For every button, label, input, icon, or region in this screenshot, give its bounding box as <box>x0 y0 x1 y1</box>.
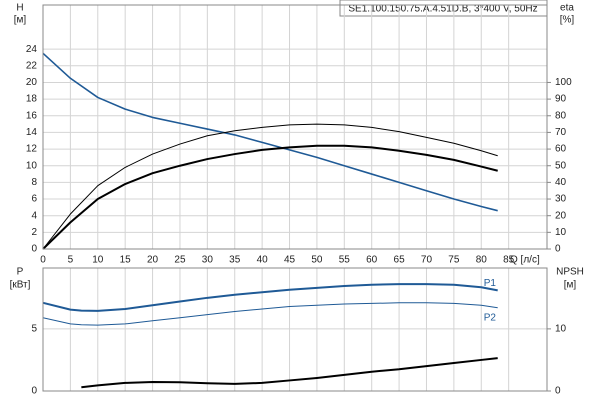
y-tick-label: 14 <box>26 127 38 138</box>
x-tick-label: 30 <box>202 255 214 266</box>
y2-tick-label: 90 <box>555 94 567 105</box>
curve <box>42 52 498 212</box>
plot-frame <box>42 4 548 250</box>
chart-title: SE1.100.150.75.A.4.51D.B, 3*400 V, 50Hz <box>348 4 537 15</box>
curve <box>81 357 498 389</box>
curve <box>42 302 498 326</box>
y-tick-label: 5 <box>31 324 37 335</box>
y-tick-label: 0 <box>31 386 37 397</box>
y-tick-label: 22 <box>26 60 38 71</box>
x-tick-label: 35 <box>229 255 241 266</box>
y2-label: NPSH <box>556 267 584 278</box>
y2-tick-label: 80 <box>555 110 567 121</box>
y-tick-label: 16 <box>26 110 38 121</box>
y-tick-label: 0 <box>31 244 37 255</box>
x-tick-label: 65 <box>394 255 406 266</box>
x-tick-label: 80 <box>476 255 488 266</box>
x-label: Q [л/с] <box>510 255 540 266</box>
y-tick-label: 4 <box>31 210 37 221</box>
x-tick-label: 10 <box>92 255 104 266</box>
y2-tick-label: 0 <box>555 386 561 397</box>
x-tick-label: 55 <box>339 255 351 266</box>
y-unit: [кВт] <box>10 280 31 291</box>
y-tick-label: 12 <box>26 144 38 155</box>
y-tick-label: 2 <box>31 227 37 238</box>
y2-label: eta <box>560 3 574 14</box>
x-tick-label: 40 <box>257 255 269 266</box>
y2-tick-label: 100 <box>555 77 572 88</box>
x-tick-label: 70 <box>421 255 433 266</box>
grid-layer <box>42 5 547 392</box>
x-tick-label: 15 <box>120 255 132 266</box>
x-tick-label: 85 <box>503 255 515 266</box>
y-label: P <box>17 267 24 278</box>
x-tick-label: 75 <box>448 255 460 266</box>
y-tick-label: 20 <box>26 77 38 88</box>
y-unit: [м] <box>14 15 27 26</box>
x-tick-label: 45 <box>284 255 296 266</box>
x-tick-label: 5 <box>68 255 74 266</box>
y2-tick-label: 40 <box>555 177 567 188</box>
line-layer <box>42 52 498 389</box>
y-tick-label: 8 <box>31 177 37 188</box>
plot-frame <box>42 267 548 392</box>
series-label: P1 <box>484 278 497 289</box>
y-tick-label: 6 <box>31 194 37 205</box>
y2-tick-label: 60 <box>555 144 567 155</box>
y2-tick-label: 0 <box>555 244 561 255</box>
curve <box>42 283 498 312</box>
x-tick-label: 50 <box>311 255 323 266</box>
y2-tick-label: 30 <box>555 194 567 205</box>
x-tick-label: 60 <box>366 255 378 266</box>
y2-tick-label: 70 <box>555 127 567 138</box>
x-tick-label: 25 <box>174 255 186 266</box>
series-label: P2 <box>484 312 497 323</box>
curve <box>42 123 498 250</box>
y2-unit: [м] <box>564 280 577 291</box>
y-label: H <box>16 3 23 14</box>
y2-tick-label: 10 <box>555 324 567 335</box>
y-tick-label: 24 <box>26 44 38 55</box>
y2-tick-label: 20 <box>555 210 567 221</box>
x-tick-label: 20 <box>147 255 159 266</box>
y-tick-label: 10 <box>26 160 38 171</box>
x-tick-label: 0 <box>40 255 46 266</box>
y2-tick-label: 10 <box>555 227 567 238</box>
y2-tick-label: 50 <box>555 160 567 171</box>
curve <box>42 144 498 250</box>
y-tick-label: 18 <box>26 94 38 105</box>
y2-unit: [%] <box>560 15 575 26</box>
